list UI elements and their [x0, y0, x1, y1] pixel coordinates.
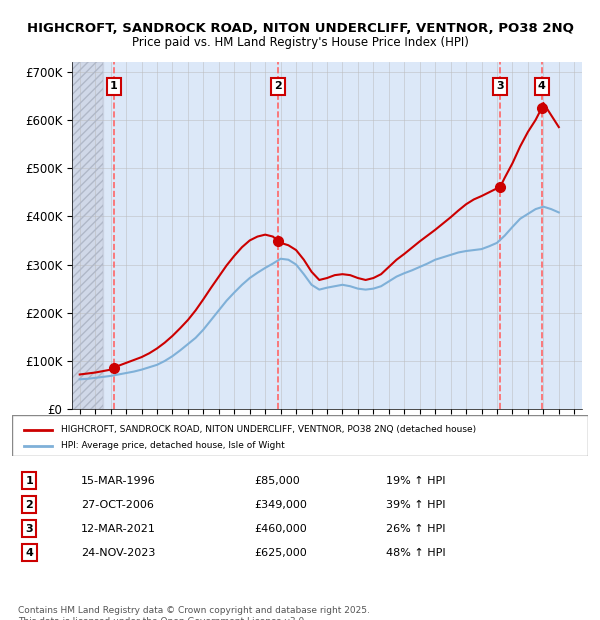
- Bar: [72, 62, 103, 409]
- Text: £349,000: £349,000: [254, 500, 307, 510]
- Text: 48% ↑ HPI: 48% ↑ HPI: [386, 547, 446, 557]
- Text: 27-OCT-2006: 27-OCT-2006: [81, 500, 154, 510]
- Text: Price paid vs. HM Land Registry's House Price Index (HPI): Price paid vs. HM Land Registry's House …: [131, 36, 469, 49]
- Text: £85,000: £85,000: [254, 476, 299, 485]
- Bar: [72, 62, 103, 409]
- Text: 19% ↑ HPI: 19% ↑ HPI: [386, 476, 446, 485]
- Text: 3: 3: [496, 81, 504, 91]
- Text: HIGHCROFT, SANDROCK ROAD, NITON UNDERCLIFF, VENTNOR, PO38 2NQ (detached house): HIGHCROFT, SANDROCK ROAD, NITON UNDERCLI…: [61, 425, 476, 434]
- Text: Contains HM Land Registry data © Crown copyright and database right 2025.
This d: Contains HM Land Registry data © Crown c…: [18, 606, 370, 620]
- Text: 2: 2: [25, 500, 33, 510]
- Text: HPI: Average price, detached house, Isle of Wight: HPI: Average price, detached house, Isle…: [61, 441, 285, 450]
- Text: 26% ↑ HPI: 26% ↑ HPI: [386, 523, 446, 534]
- Text: 39% ↑ HPI: 39% ↑ HPI: [386, 500, 446, 510]
- Text: 4: 4: [25, 547, 33, 557]
- Text: 1: 1: [110, 81, 118, 91]
- Text: £625,000: £625,000: [254, 547, 307, 557]
- Text: 1: 1: [25, 476, 33, 485]
- Text: 2: 2: [274, 81, 282, 91]
- Text: 24-NOV-2023: 24-NOV-2023: [81, 547, 155, 557]
- Text: £460,000: £460,000: [254, 523, 307, 534]
- Text: 4: 4: [538, 81, 546, 91]
- Text: HIGHCROFT, SANDROCK ROAD, NITON UNDERCLIFF, VENTNOR, PO38 2NQ: HIGHCROFT, SANDROCK ROAD, NITON UNDERCLI…: [26, 22, 574, 35]
- Text: 15-MAR-1996: 15-MAR-1996: [81, 476, 156, 485]
- Text: 3: 3: [25, 523, 33, 534]
- FancyBboxPatch shape: [12, 415, 588, 456]
- Text: 12-MAR-2021: 12-MAR-2021: [81, 523, 156, 534]
